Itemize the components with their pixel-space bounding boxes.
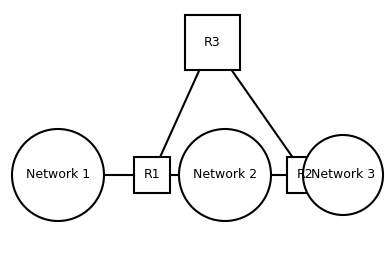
Bar (184, 14, 239, 70)
Text: Network 3: Network 3 (311, 168, 375, 181)
Circle shape (303, 135, 383, 215)
Circle shape (12, 129, 104, 221)
Text: Network 2: Network 2 (193, 168, 257, 181)
Text: Network 1: Network 1 (26, 168, 90, 181)
Text: R3: R3 (204, 36, 220, 48)
Bar (287, 157, 323, 193)
Bar (134, 157, 170, 193)
Text: R1: R1 (144, 168, 160, 181)
Circle shape (179, 129, 271, 221)
Text: R2: R2 (297, 168, 313, 181)
